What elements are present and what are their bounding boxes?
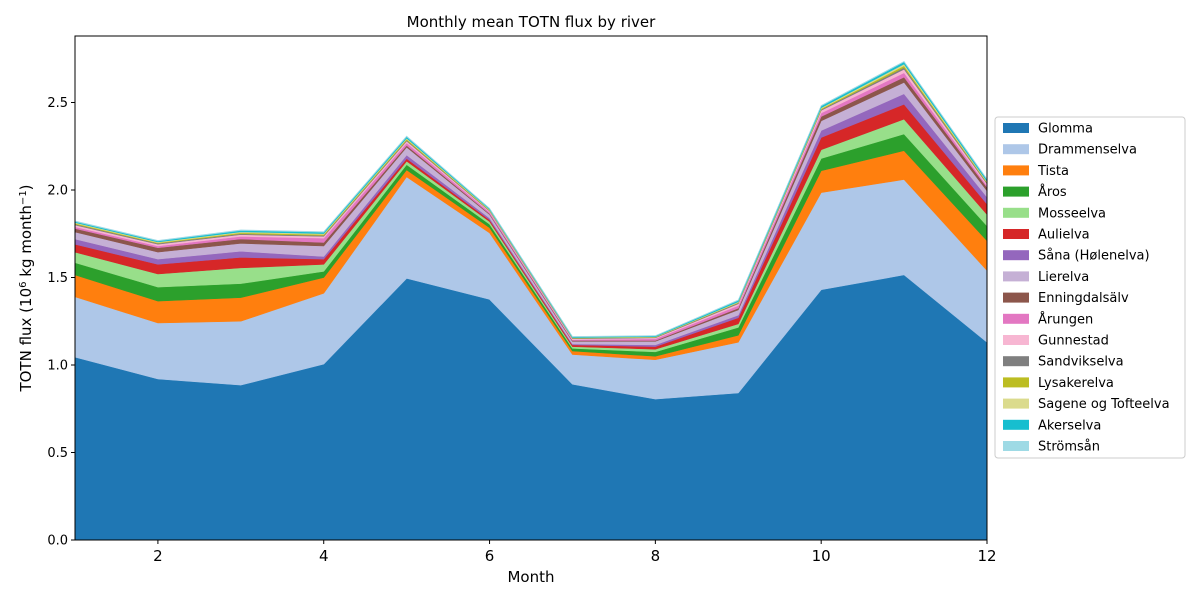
y-axis-label: TOTN flux (106 kg month−1) — [17, 184, 35, 392]
plot-frame — [74, 35, 988, 541]
legend-label-glomma: Glomma — [1038, 122, 1093, 137]
x-tick-label: 2 — [153, 547, 163, 565]
legend-swatch-aulielva — [1003, 229, 1029, 239]
legend-swatch-stromsan — [1003, 441, 1029, 451]
legend-swatch-arungen — [1003, 313, 1029, 324]
area-series-group — [74, 60, 988, 541]
y-tick-label: 2.0 — [47, 184, 68, 199]
legend-label-sana-h-lenelva: Såna (Hølenelva) — [1038, 249, 1150, 264]
legend-label-aros: Åros — [1038, 184, 1067, 200]
legend-label-mosseelva: Mosseelva — [1038, 206, 1106, 221]
legend-swatch-drammenselva — [1003, 144, 1029, 155]
legend-label-enningdalsalv: Enningdalsälv — [1038, 291, 1129, 306]
legend-label-sandvikselva: Sandvikselva — [1038, 355, 1124, 370]
y-tick-label: 2.5 — [47, 96, 68, 111]
legend-swatch-aros — [1003, 186, 1029, 197]
legend-label-lierelva: Lierelva — [1038, 270, 1089, 285]
legend-label-sagene-og-tofteelva: Sagene og Tofteelva — [1038, 397, 1170, 412]
legend-label-gunnestad: Gunnestad — [1038, 334, 1109, 349]
y-axis-label-sup1: 6 — [18, 282, 29, 288]
legend-items: Glomma Drammenselva Tista Åros Mosseelva Auli… — [1003, 122, 1170, 455]
legend-label-lysakerelva: Lysakerelva — [1038, 376, 1114, 391]
y-axis-label-part3: ) — [17, 184, 35, 190]
legend-swatch-glomma — [1003, 123, 1029, 133]
legend-swatch-sagene-og-tofteelva — [1003, 398, 1029, 409]
legend-swatch-akerselva — [1003, 419, 1029, 430]
x-tick-label: 12 — [977, 547, 996, 565]
legend-label-stromsan: Strömsån — [1038, 440, 1100, 455]
legend-label-aulielva: Aulielva — [1038, 228, 1090, 243]
legend-label-tista: Tista — [1037, 164, 1069, 179]
x-tick-label: 6 — [485, 547, 495, 565]
legend-frame — [994, 116, 1186, 459]
x-tick-label: 10 — [812, 547, 831, 565]
x-axis: 2 4 6 8 10 12 — [153, 540, 997, 565]
y-tick-label: 0.0 — [47, 534, 68, 549]
y-tick-label: 1.5 — [47, 271, 68, 286]
legend-swatch-mosseelva — [1003, 207, 1029, 218]
x-tick-label: 4 — [319, 547, 329, 565]
y-axis-label-part2: kg month — [17, 205, 35, 281]
y-axis: 0.0 0.5 1.0 1.5 2.0 2.5 — [47, 96, 75, 549]
y-axis-label-part1: TOTN flux (10 — [17, 288, 35, 393]
x-tick-label: 8 — [651, 547, 661, 565]
x-axis-label: Month — [507, 568, 554, 586]
legend-label-akerselva: Akerselva — [1038, 418, 1101, 433]
legend-label-arungen: Årungen — [1038, 311, 1093, 327]
legend-label-drammenselva: Drammenselva — [1038, 143, 1137, 158]
legend-swatch-sana-h-lenelva — [1003, 250, 1029, 261]
y-axis-label-sup2: −1 — [18, 190, 29, 205]
chart-title: Monthly mean TOTN flux by river — [407, 13, 656, 31]
legend-swatch-enningdalsalv — [1003, 292, 1029, 303]
legend-swatch-sandvikselva — [1003, 356, 1029, 367]
legend-swatch-tista — [1003, 165, 1029, 176]
legend-swatch-gunnestad — [1003, 335, 1029, 345]
legend-swatch-lysakerelva — [1003, 377, 1029, 388]
legend-swatch-lierelva — [1003, 271, 1029, 282]
y-tick-label: 0.5 — [47, 446, 68, 461]
legend: Glomma Drammenselva Tista Åros Mosseelva Auli… — [994, 116, 1186, 459]
y-tick-label: 1.0 — [47, 359, 68, 374]
